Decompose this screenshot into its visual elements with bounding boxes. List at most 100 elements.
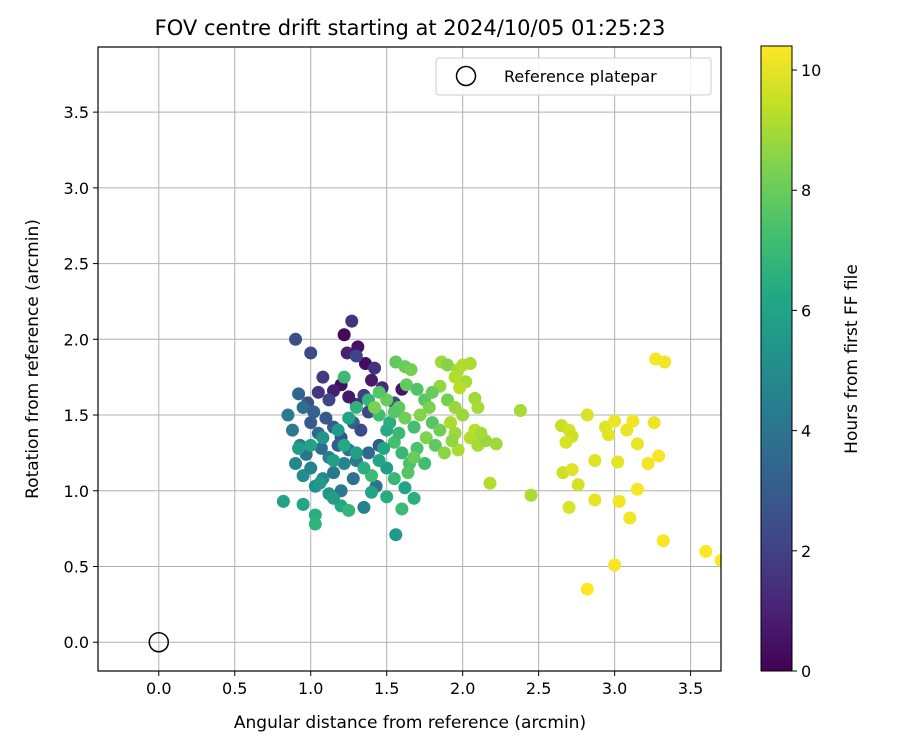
colorbar-bar xyxy=(760,45,793,672)
data-point xyxy=(602,428,616,442)
x-tick-label: 2.5 xyxy=(526,679,551,698)
data-point xyxy=(714,553,721,567)
data-point xyxy=(440,358,454,372)
data-point xyxy=(399,378,413,392)
data-point xyxy=(387,405,401,419)
data-point xyxy=(387,472,401,486)
x-tick-label: 1.5 xyxy=(374,679,399,698)
y-tick-label: 0.0 xyxy=(64,633,89,652)
data-point xyxy=(395,502,409,516)
data-point xyxy=(342,411,356,425)
data-point xyxy=(316,431,330,445)
data-point xyxy=(398,481,412,495)
y-tick-label: 1.0 xyxy=(64,482,89,501)
data-point xyxy=(463,357,477,371)
data-point xyxy=(699,544,713,558)
colorbar-label: Hours from first FF file xyxy=(842,264,862,454)
data-point xyxy=(289,457,303,471)
data-point xyxy=(453,381,467,395)
data-point xyxy=(319,411,333,425)
data-point xyxy=(372,453,386,467)
x-tick-label: 2.0 xyxy=(450,679,475,698)
data-point xyxy=(456,408,470,422)
data-point xyxy=(647,416,661,430)
data-point xyxy=(304,346,318,360)
data-point xyxy=(365,373,379,387)
data-point xyxy=(580,582,594,596)
data-point xyxy=(383,416,397,430)
data-point xyxy=(437,446,451,460)
data-point xyxy=(342,390,356,404)
x-tick-label: 0.0 xyxy=(146,679,171,698)
x-tick-label: 3.0 xyxy=(602,679,627,698)
data-point xyxy=(322,393,336,407)
data-point xyxy=(327,453,341,467)
data-point xyxy=(346,472,360,486)
data-point xyxy=(357,461,371,475)
data-point xyxy=(296,497,310,511)
data-point xyxy=(608,558,622,572)
data-point xyxy=(513,403,527,417)
data-point xyxy=(357,500,371,514)
data-point xyxy=(407,420,421,434)
data-point xyxy=(422,400,436,414)
data-point xyxy=(418,457,432,471)
data-point xyxy=(380,490,394,504)
data-point xyxy=(327,466,341,480)
data-point xyxy=(372,385,386,399)
data-point xyxy=(368,361,382,375)
data-point xyxy=(630,482,644,496)
data-point xyxy=(404,363,418,377)
data-point xyxy=(313,476,327,490)
y-axis-label: Rotation from reference (arcmin) xyxy=(23,219,43,499)
data-point xyxy=(281,408,295,422)
data-point xyxy=(658,355,672,369)
colorbar-tick-label: 6 xyxy=(801,301,811,320)
grid-lines xyxy=(98,47,721,671)
data-point xyxy=(471,400,485,414)
y-tick-label: 3.5 xyxy=(64,103,89,122)
data-point xyxy=(392,426,406,440)
y-tick-label: 3.0 xyxy=(64,179,89,198)
data-point xyxy=(316,370,330,384)
data-point xyxy=(407,491,421,505)
data-point xyxy=(571,478,585,492)
data-point xyxy=(483,476,497,490)
x-tick-label: 1.0 xyxy=(298,679,323,698)
data-point xyxy=(292,387,306,401)
data-point xyxy=(652,449,666,463)
data-point xyxy=(304,438,318,452)
y-tick-label: 2.0 xyxy=(64,330,89,349)
colorbar-ticks: 0 2 4 6 8 10 xyxy=(792,61,821,681)
data-point xyxy=(608,414,622,428)
chart-title: FOV centre drift starting at 2024/10/05 … xyxy=(155,16,666,40)
data-point xyxy=(448,370,462,384)
data-point xyxy=(401,466,415,480)
data-point xyxy=(308,508,322,522)
colorbar-tick-label: 0 xyxy=(801,662,811,681)
data-point xyxy=(580,408,594,422)
data-point xyxy=(559,435,573,449)
data-point xyxy=(395,446,409,460)
colorbar-tick-label: 10 xyxy=(801,61,821,80)
legend-box xyxy=(435,57,712,96)
data-point xyxy=(349,446,363,460)
data-point xyxy=(425,385,439,399)
colorbar: 0 2 4 6 8 10 Hours from first FF file xyxy=(760,45,862,681)
data-point xyxy=(656,534,670,548)
data-point xyxy=(377,441,391,455)
data-point xyxy=(612,494,626,508)
colorbar-tick-label: 2 xyxy=(801,542,811,561)
data-point xyxy=(327,491,341,505)
data-point xyxy=(641,457,655,471)
data-point xyxy=(337,328,351,342)
legend: Reference platepar xyxy=(435,57,712,96)
data-point xyxy=(444,416,458,430)
data-point xyxy=(345,314,359,328)
data-point xyxy=(623,511,637,525)
x-tick-label: 0.5 xyxy=(222,679,247,698)
y-tick-label: 2.5 xyxy=(64,255,89,274)
data-point xyxy=(304,416,318,430)
colorbar-tick-label: 8 xyxy=(801,181,811,200)
data-point xyxy=(562,500,576,514)
